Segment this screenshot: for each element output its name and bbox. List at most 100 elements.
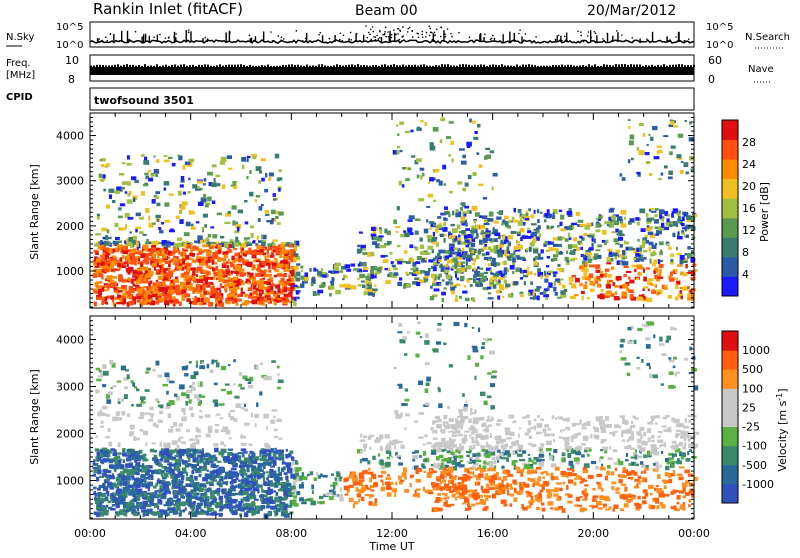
velocity-cell xyxy=(118,398,120,402)
power-cell xyxy=(462,155,466,159)
power-cell xyxy=(395,259,401,261)
velocity-cell xyxy=(228,507,234,509)
power-cell xyxy=(461,202,466,205)
power-cell xyxy=(553,287,556,292)
power-cell xyxy=(200,253,202,255)
power-cell xyxy=(425,271,430,276)
power-cell xyxy=(450,141,454,145)
power-cell xyxy=(166,243,168,248)
nsearch-dot xyxy=(440,36,442,38)
power-cell xyxy=(98,289,102,293)
velocity-cell xyxy=(286,462,292,466)
power-cell xyxy=(292,300,295,303)
power-cell xyxy=(482,215,488,219)
power-cell xyxy=(393,220,397,225)
power-cell xyxy=(628,119,631,121)
velocity-cell xyxy=(141,510,147,513)
nsearch-dot xyxy=(432,39,434,41)
power-cell xyxy=(127,163,132,166)
velocity-cell xyxy=(143,484,146,487)
power-cell xyxy=(93,273,96,278)
power-colorbar-tick: 8 xyxy=(742,246,749,259)
nsearch-dot xyxy=(380,41,382,43)
velocity-cell xyxy=(150,449,155,453)
velocity-cell xyxy=(152,369,155,372)
power-cell xyxy=(257,235,259,239)
velocity-cell xyxy=(231,501,236,504)
power-cell xyxy=(579,236,582,239)
power-cell xyxy=(96,297,102,300)
power-cell xyxy=(263,253,267,256)
power-cell xyxy=(611,266,614,269)
power-cell xyxy=(646,218,652,222)
power-cell xyxy=(141,154,145,157)
power-cell xyxy=(261,158,266,161)
power-cell xyxy=(433,266,437,271)
nsearch-dot xyxy=(422,36,424,38)
power-cell xyxy=(548,282,552,287)
power-cell xyxy=(121,188,123,192)
power-cell xyxy=(128,237,133,242)
velocity-cell xyxy=(173,422,177,427)
power-cell xyxy=(143,260,145,263)
power-cell xyxy=(559,252,564,255)
power-cell xyxy=(652,126,657,130)
power-cell xyxy=(490,249,496,252)
freq-jitter xyxy=(639,64,641,67)
power-cell xyxy=(287,287,291,290)
power-cell xyxy=(528,292,530,296)
power-cell xyxy=(670,253,674,257)
power-cell xyxy=(485,148,490,150)
nsearch-dot xyxy=(492,35,494,37)
power-cell xyxy=(96,258,101,262)
velocity-cell xyxy=(273,490,276,492)
velocity-cell xyxy=(102,469,107,472)
power-cell xyxy=(497,212,502,214)
power-cell xyxy=(451,224,455,226)
power-cell xyxy=(212,201,215,205)
freq-jitter xyxy=(627,65,629,67)
freq-jitter xyxy=(291,64,293,67)
freq-jitter xyxy=(537,66,539,67)
power-cell xyxy=(417,175,420,179)
power-cell xyxy=(596,270,601,273)
power-cell xyxy=(117,269,121,271)
power-cell xyxy=(128,217,134,220)
power-cell xyxy=(101,179,104,182)
power-cell xyxy=(497,253,503,258)
nsearch-dot xyxy=(451,36,453,38)
power-cell xyxy=(544,279,548,283)
power-cell xyxy=(107,237,112,239)
velocity-cell xyxy=(234,396,239,399)
power-cell xyxy=(494,233,500,237)
power-cell xyxy=(560,215,564,220)
velocity-cell xyxy=(196,439,200,444)
power-cell xyxy=(510,265,515,270)
power-cell xyxy=(622,177,626,181)
freq-jitter xyxy=(102,65,104,67)
freq-jitter xyxy=(513,66,515,67)
power-cell xyxy=(685,253,688,255)
power-cell xyxy=(251,233,254,238)
power-cell xyxy=(608,274,612,278)
power-cell xyxy=(368,292,373,296)
freq-jitter xyxy=(579,65,581,67)
velocity-cell xyxy=(170,450,176,454)
power-cell xyxy=(473,278,476,283)
power-cell xyxy=(128,277,130,281)
velocity-cell xyxy=(126,471,131,476)
power-cell xyxy=(396,124,398,126)
velocity-cell xyxy=(164,473,169,478)
velocity-cell xyxy=(217,475,221,478)
power-cell xyxy=(95,270,100,274)
freq-jitter xyxy=(357,64,359,67)
velocity-cell xyxy=(264,484,270,486)
freq-jitter xyxy=(90,66,92,67)
freq-jitter xyxy=(462,64,464,67)
freq-jitter xyxy=(390,65,392,67)
power-cell xyxy=(241,294,243,296)
nave-tick-top: 60 xyxy=(708,54,722,67)
velocity-cell xyxy=(209,454,211,456)
power-cell xyxy=(554,281,557,286)
